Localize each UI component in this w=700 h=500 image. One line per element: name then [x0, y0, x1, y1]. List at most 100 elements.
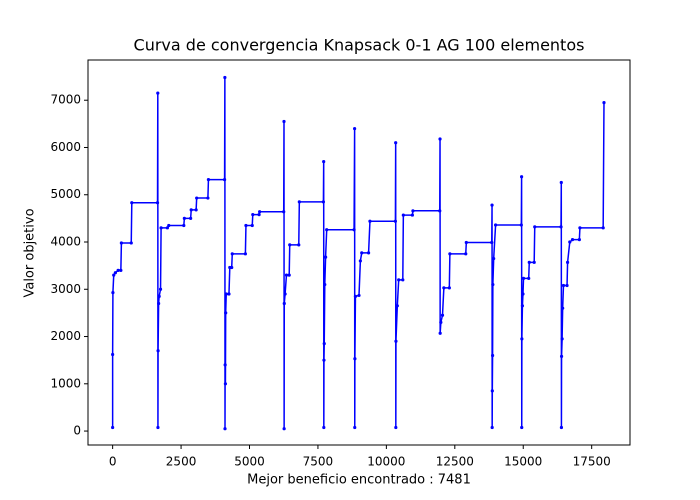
point: [244, 223, 248, 228]
point: [251, 212, 255, 217]
point: [167, 223, 171, 228]
point: [397, 278, 401, 282]
point: [490, 389, 494, 393]
point: [440, 313, 445, 317]
y-tick-label: 0: [73, 424, 81, 438]
point: [358, 259, 362, 263]
point: [520, 304, 525, 308]
point: [464, 240, 468, 245]
point: [257, 212, 261, 217]
point: [284, 273, 289, 277]
point: [250, 223, 254, 228]
point: [490, 425, 494, 430]
point: [527, 260, 531, 264]
point: [561, 306, 565, 310]
point: [439, 320, 443, 324]
point: [464, 252, 468, 256]
point: [206, 178, 211, 182]
point: [565, 283, 569, 288]
point: [559, 354, 564, 358]
point: [113, 271, 117, 275]
point: [156, 91, 160, 95]
point: [360, 251, 364, 255]
point: [322, 160, 326, 164]
point: [519, 223, 523, 227]
point: [520, 425, 524, 430]
point: [157, 294, 161, 298]
point: [438, 331, 442, 335]
plot-area: [111, 75, 606, 431]
point: [410, 213, 414, 217]
point: [189, 208, 193, 212]
point: [322, 358, 326, 362]
point: [322, 342, 326, 346]
point: [401, 278, 405, 282]
point: [282, 210, 286, 214]
point: [323, 282, 327, 287]
chart-title: Curva de convergencia Knapsack 0-1 AG 10…: [134, 36, 585, 55]
point: [527, 276, 531, 280]
point: [559, 180, 563, 185]
point: [532, 260, 536, 264]
point: [223, 427, 227, 431]
point: [324, 255, 328, 259]
point: [287, 273, 291, 277]
x-tick-label: 12500: [436, 455, 474, 469]
point: [159, 226, 163, 230]
x-tick-label: 15000: [504, 455, 542, 469]
point: [224, 311, 228, 315]
point: [297, 200, 301, 204]
point: [223, 382, 228, 386]
point: [559, 225, 563, 229]
point: [111, 425, 115, 430]
point: [357, 293, 361, 298]
point: [521, 276, 526, 280]
point: [223, 363, 227, 367]
point: [438, 137, 442, 141]
point: [521, 292, 525, 296]
x-tick-label: 7500: [303, 455, 334, 469]
point: [158, 287, 163, 291]
point: [578, 226, 582, 230]
point: [157, 301, 161, 306]
point: [195, 196, 199, 200]
point: [447, 286, 451, 290]
point: [111, 290, 115, 295]
point: [570, 238, 575, 242]
point: [560, 337, 564, 341]
point: [116, 268, 120, 272]
point: [129, 241, 133, 245]
point: [490, 240, 494, 245]
point: [227, 292, 231, 296]
point: [155, 201, 160, 205]
point: [223, 75, 227, 80]
point: [368, 219, 372, 223]
point: [243, 252, 247, 256]
point: [533, 225, 537, 229]
point: [438, 209, 442, 213]
point: [601, 226, 605, 230]
point: [353, 294, 358, 298]
point: [230, 265, 234, 270]
point: [321, 200, 326, 204]
point: [258, 210, 262, 214]
point: [130, 201, 134, 205]
y-tick-label: 1000: [50, 376, 81, 390]
point: [366, 251, 371, 255]
point: [395, 304, 399, 308]
point: [194, 208, 198, 212]
point: [282, 119, 286, 124]
point: [222, 178, 227, 182]
point: [224, 292, 228, 296]
point: [442, 286, 446, 290]
point: [325, 228, 329, 232]
point: [165, 226, 169, 230]
point: [283, 292, 287, 296]
point: [559, 425, 564, 430]
point: [156, 425, 160, 430]
y-tick-label: 5000: [50, 187, 81, 201]
x-tick-label: 5000: [234, 455, 265, 469]
point: [577, 238, 581, 242]
y-axis-label: Valor objetivo: [23, 208, 38, 297]
